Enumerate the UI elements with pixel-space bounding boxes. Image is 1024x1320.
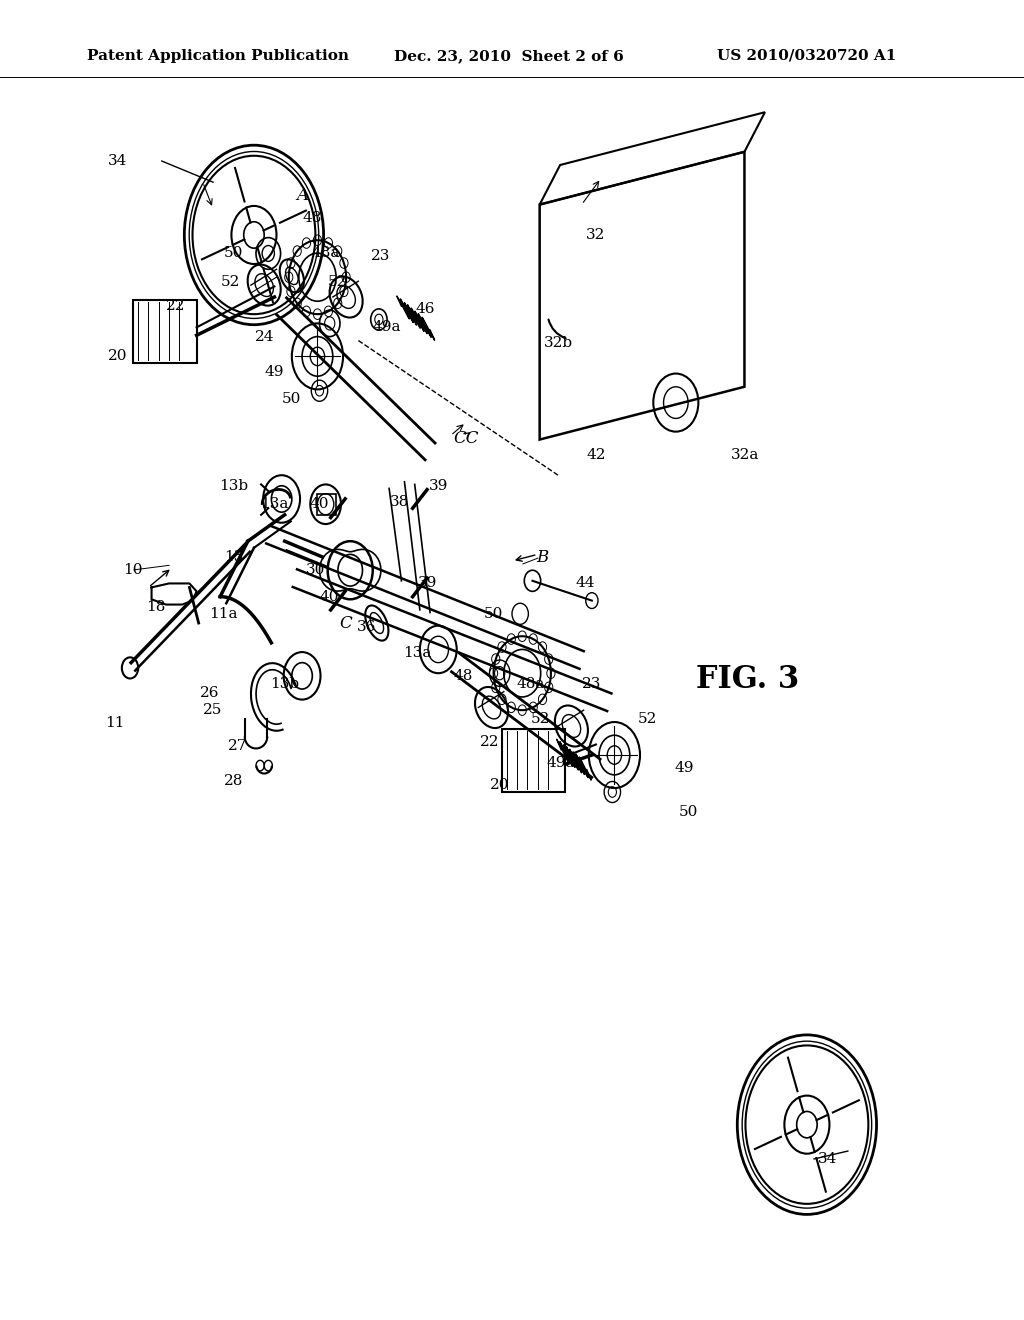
Text: 20: 20 — [489, 779, 510, 792]
Text: 25: 25 — [204, 704, 222, 717]
Text: 42: 42 — [586, 449, 606, 462]
Text: Patent Application Publication: Patent Application Publication — [87, 49, 349, 63]
Text: US 2010/0320720 A1: US 2010/0320720 A1 — [717, 49, 896, 63]
Text: 18: 18 — [146, 601, 165, 614]
Text: 10: 10 — [123, 564, 143, 577]
Text: 13b: 13b — [219, 479, 248, 492]
Text: 52: 52 — [329, 276, 347, 289]
Text: 40: 40 — [309, 498, 330, 511]
Text: 26: 26 — [200, 686, 220, 700]
Text: 49a: 49a — [547, 756, 575, 770]
Text: Dec. 23, 2010  Sheet 2 of 6: Dec. 23, 2010 Sheet 2 of 6 — [394, 49, 624, 63]
Text: 50: 50 — [679, 805, 697, 818]
Text: 49: 49 — [264, 366, 285, 379]
Text: 13b: 13b — [270, 677, 299, 690]
Text: 13a: 13a — [260, 498, 289, 511]
Text: 28: 28 — [224, 775, 243, 788]
Text: 23: 23 — [372, 249, 390, 263]
Text: 48a: 48a — [516, 677, 545, 690]
Text: 27: 27 — [228, 739, 247, 752]
Text: 11a: 11a — [209, 607, 238, 620]
Text: 11: 11 — [104, 717, 125, 730]
Text: 32a: 32a — [731, 449, 760, 462]
Text: 13a: 13a — [403, 647, 432, 660]
Text: 48a: 48a — [311, 247, 340, 260]
Text: 48: 48 — [303, 211, 322, 224]
Text: 24: 24 — [254, 330, 274, 343]
Text: CC: CC — [454, 430, 478, 446]
Text: 32b: 32b — [544, 337, 572, 350]
Text: 34: 34 — [818, 1152, 837, 1166]
Text: 32: 32 — [587, 228, 605, 242]
Text: B: B — [537, 549, 549, 565]
Text: FIG. 3: FIG. 3 — [696, 664, 800, 696]
Text: 52: 52 — [221, 276, 240, 289]
Text: 50: 50 — [484, 607, 503, 620]
Text: 52: 52 — [638, 713, 656, 726]
Text: 39: 39 — [429, 479, 447, 492]
Text: 22: 22 — [479, 735, 500, 748]
Text: C: C — [340, 615, 352, 631]
Text: 30: 30 — [306, 564, 325, 577]
Text: 20: 20 — [108, 350, 128, 363]
Text: 48: 48 — [454, 669, 472, 682]
Text: 50: 50 — [283, 392, 301, 405]
Text: 13: 13 — [224, 550, 243, 564]
Text: 50: 50 — [224, 247, 243, 260]
Text: 22: 22 — [166, 300, 186, 313]
Text: 46: 46 — [415, 302, 435, 315]
Text: 52: 52 — [531, 713, 550, 726]
Text: 44: 44 — [575, 577, 596, 590]
Text: 49: 49 — [674, 762, 694, 775]
Text: 34: 34 — [109, 154, 127, 168]
Text: 23: 23 — [583, 677, 601, 690]
Text: 36: 36 — [357, 620, 376, 634]
Text: 39: 39 — [419, 577, 437, 590]
Text: 49a: 49a — [373, 321, 401, 334]
Text: 38: 38 — [390, 495, 409, 508]
Text: A: A — [296, 187, 308, 203]
Text: 40: 40 — [319, 590, 340, 603]
